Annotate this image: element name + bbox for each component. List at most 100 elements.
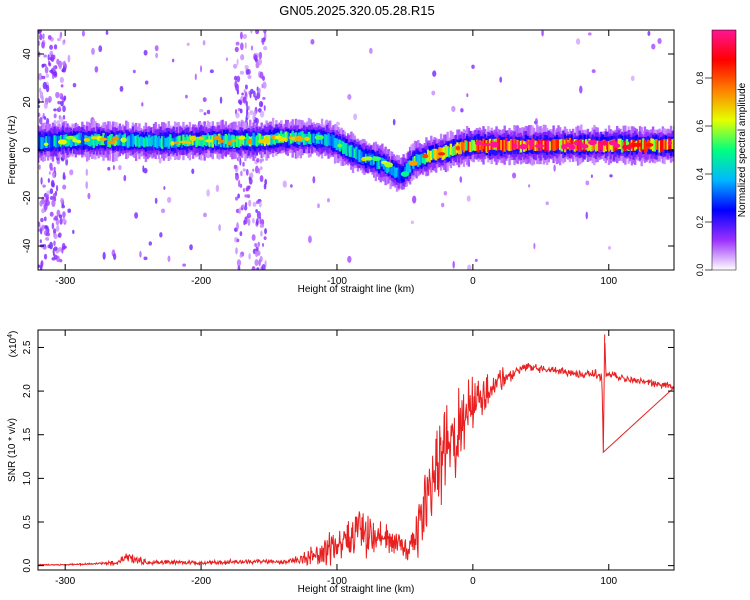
- spectrogram-cell: [549, 141, 552, 151]
- spectrogram-cell: [545, 140, 549, 150]
- spectrogram-cell: [475, 139, 479, 152]
- snr-x-tick-label: -200: [191, 576, 211, 587]
- snr-y-label: SNR (10 * v/v): [7, 418, 18, 482]
- spectrogram-peak: [632, 142, 643, 147]
- spectrogram-speckle: [471, 64, 475, 69]
- spectrogram-speckle: [647, 30, 651, 36]
- spectrogram-speckle: [250, 30, 253, 34]
- spectrogram-speckle: [474, 258, 478, 262]
- spectrogram-peak: [408, 160, 418, 166]
- spectrogram-speckle: [60, 100, 64, 107]
- spectrogram-speckle: [62, 175, 66, 180]
- spectrogram-cell: [500, 140, 503, 151]
- spectrogram-speckle: [239, 108, 243, 114]
- spectrogram-speckle: [431, 90, 436, 96]
- spectrogram-cell: [408, 160, 412, 173]
- spectrogram-speckle: [41, 63, 45, 68]
- spectrogram-cell: [589, 141, 593, 152]
- spectrogram-speckle: [255, 30, 260, 35]
- spectrogram-speckle: [259, 71, 264, 79]
- spectrogram-cell: [203, 135, 206, 145]
- spectrogram-cell: [134, 135, 138, 147]
- spectrogram-speckle: [607, 246, 612, 250]
- spectrogram-speckle: [59, 76, 64, 84]
- spectrogram-speckle: [42, 245, 47, 250]
- spectrogram-peak: [363, 156, 373, 161]
- spectrogram-speckle: [52, 172, 56, 179]
- spectrogram-speckle: [72, 229, 75, 235]
- spectrogram-speckle: [466, 195, 471, 202]
- spectrogram-cell: [435, 148, 438, 161]
- spectrogram-y-tick-label: 20: [22, 96, 33, 108]
- spectrogram-speckle: [202, 40, 206, 46]
- spectrogram-speckle: [234, 227, 237, 232]
- spectrogram-speckle: [263, 236, 267, 241]
- spectrogram-cell: [51, 136, 55, 146]
- spectrogram-speckle: [243, 220, 246, 226]
- spectrogram-peak: [277, 136, 288, 142]
- spectrogram-speckle: [249, 110, 254, 115]
- spectrogram-peak: [304, 136, 310, 142]
- spectrogram-cell: [669, 140, 673, 151]
- spectrogram-cell: [653, 139, 656, 152]
- spectrogram-speckle: [58, 106, 61, 111]
- spectrogram-speckle: [52, 65, 56, 73]
- spectrogram-cell: [601, 140, 604, 153]
- spectrogram-cell: [557, 139, 560, 149]
- spectrogram-cell: [508, 140, 511, 152]
- spectrogram-speckle: [59, 217, 63, 225]
- spectrogram-cell: [196, 136, 200, 146]
- spectrogram-cell: [462, 142, 466, 153]
- spectrogram-speckle: [65, 158, 69, 166]
- spectrogram-cell: [165, 137, 169, 147]
- spectrogram-speckle: [49, 69, 54, 73]
- spectrogram-speckle: [38, 264, 41, 268]
- spectrogram-cell: [258, 133, 262, 144]
- spectrogram-speckle: [245, 168, 249, 176]
- spectrogram-speckle: [262, 96, 266, 100]
- spectrogram-cell: [90, 134, 94, 146]
- spectrogram-speckle: [56, 225, 60, 232]
- snr-y-tick-label: 2.5: [22, 340, 33, 354]
- snr-y-multiplier: (x104): [7, 331, 19, 358]
- spectrogram-speckle: [47, 178, 50, 183]
- spectrogram-speckle: [258, 201, 262, 208]
- spectrogram-cell: [452, 145, 456, 156]
- spectrogram-peak: [528, 139, 535, 146]
- spectrogram-speckle: [44, 66, 49, 74]
- spectrogram-speckle: [533, 242, 536, 250]
- spectrogram-peak: [204, 139, 214, 143]
- spectrogram-peak: [231, 139, 237, 143]
- spectrogram-speckle: [460, 108, 464, 113]
- spectrogram-speckle: [260, 101, 263, 107]
- spectrogram-speckle: [143, 49, 148, 56]
- spectrogram-cell: [413, 155, 417, 166]
- spectrogram-speckle: [43, 102, 48, 109]
- spectrogram-speckle: [251, 218, 255, 224]
- spectrogram-speckle: [52, 228, 57, 234]
- spectrogram-peak: [237, 136, 246, 140]
- spectrogram-speckle: [467, 264, 472, 270]
- spectrogram-cell: [151, 135, 154, 146]
- spectrogram-speckle: [239, 100, 243, 106]
- spectrogram-speckle: [254, 165, 259, 174]
- spectrogram-speckle: [261, 264, 266, 270]
- spectrogram-cell: [658, 140, 661, 153]
- spectrogram-cell: [425, 153, 428, 163]
- spectrogram-speckle: [58, 62, 62, 70]
- spectrogram-peak: [455, 145, 461, 151]
- spectrogram-x-tick-label: -300: [55, 276, 75, 287]
- spectrogram-speckle: [171, 58, 175, 63]
- spectrogram-cell: [606, 140, 609, 150]
- spectrogram-cell: [257, 132, 260, 146]
- snr-y-tick-label: 2.0: [22, 384, 33, 398]
- spectrogram-x-ticks: -300 -200 -100 0 100: [55, 30, 618, 287]
- spectrogram-cell: [190, 137, 193, 146]
- spectrogram-cell: [431, 149, 435, 159]
- spectrogram-cell: [325, 135, 329, 147]
- spectrogram-cell: [76, 134, 79, 146]
- spectrogram-peak: [626, 144, 633, 150]
- spectrogram-peak: [247, 138, 253, 145]
- spectrogram-speckle: [353, 113, 358, 121]
- spectrogram-speckle: [587, 32, 592, 36]
